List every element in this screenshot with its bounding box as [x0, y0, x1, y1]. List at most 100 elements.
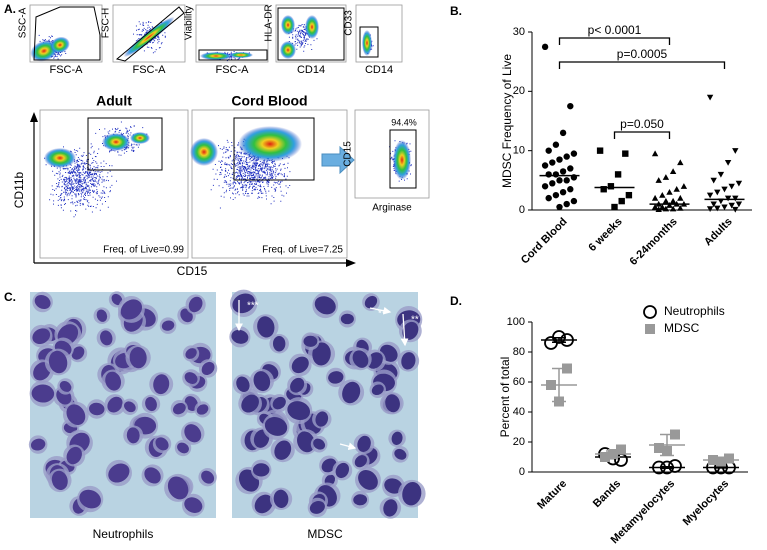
nucleus — [402, 481, 422, 506]
point — [611, 203, 618, 211]
point — [567, 186, 574, 193]
nucleus — [231, 329, 249, 344]
point — [669, 197, 677, 204]
nucleus — [354, 455, 367, 468]
nucleus — [358, 470, 378, 490]
freq-note: Freq. of Live=7.25 — [262, 245, 343, 256]
nucleus — [364, 295, 378, 309]
nucleus — [161, 320, 175, 331]
x-tick-label: Cord Blood — [519, 216, 570, 267]
nucleus — [129, 346, 147, 369]
x-tick-label: Myelocytes — [681, 478, 731, 528]
point — [706, 192, 714, 199]
nucleus — [66, 446, 82, 465]
point — [562, 363, 572, 374]
nucleus — [335, 462, 350, 479]
point — [728, 183, 735, 190]
nucleus — [184, 424, 202, 443]
axis-arrow — [30, 112, 38, 122]
point — [559, 189, 567, 196]
y-tick-label: 30 — [513, 26, 525, 38]
point — [710, 201, 717, 208]
nucleus — [124, 401, 136, 413]
nucleus — [385, 394, 400, 413]
nucleus — [108, 463, 130, 483]
point — [732, 195, 739, 202]
nucleus — [232, 293, 255, 314]
y-axis-label: Percent of total — [498, 357, 512, 438]
point — [552, 141, 560, 148]
y-tick-label: 0 — [519, 204, 525, 216]
nucleus — [96, 309, 108, 322]
point — [677, 194, 684, 201]
point — [541, 183, 549, 190]
density — [44, 148, 76, 168]
nucleus — [100, 330, 113, 346]
point — [654, 443, 664, 453]
point — [655, 206, 662, 212]
nucleus — [312, 342, 331, 366]
gate — [33, 6, 101, 61]
point — [662, 174, 670, 180]
nucleus — [257, 316, 275, 338]
point — [570, 197, 578, 205]
legend-label: MDSC — [664, 321, 700, 335]
point — [570, 150, 578, 157]
point — [673, 186, 680, 192]
gate — [389, 129, 417, 189]
point — [600, 186, 607, 193]
pointer-arrow — [400, 313, 409, 347]
nucleus — [291, 356, 309, 374]
gate-y-label: HLA-DR — [264, 4, 275, 41]
nucleus — [342, 381, 361, 404]
nucleus — [252, 463, 270, 477]
nucleus — [107, 396, 123, 413]
inset-y-label: CD15 — [343, 141, 354, 167]
y-tick-label: 0 — [519, 466, 525, 478]
point — [563, 200, 570, 208]
x-axis-label: CD15 — [177, 264, 208, 278]
nucleus — [241, 394, 259, 413]
cell-mark: ** — [378, 309, 386, 320]
density — [238, 126, 302, 162]
nucleus — [184, 396, 198, 411]
cell-mark: ** — [411, 315, 419, 326]
point — [721, 204, 728, 211]
pointer-arrow — [369, 306, 392, 315]
point — [666, 189, 673, 195]
density — [130, 132, 150, 144]
gate — [359, 26, 379, 58]
point — [651, 203, 659, 210]
y-tick-label: 20 — [513, 436, 525, 448]
gate — [233, 117, 315, 181]
p-value: p< 0.0001 — [588, 23, 642, 37]
point — [549, 159, 556, 166]
point — [552, 171, 560, 178]
plot-title: Cord Blood — [231, 93, 307, 109]
bracket — [558, 37, 671, 45]
nucleus — [51, 470, 68, 490]
gate — [115, 6, 185, 62]
point — [541, 162, 549, 169]
nucleus — [254, 494, 273, 514]
point — [563, 177, 570, 184]
point — [717, 171, 725, 178]
nucleus — [79, 489, 101, 509]
point — [724, 195, 732, 202]
nucleus — [314, 296, 336, 315]
nucleus — [315, 411, 329, 427]
nucleus — [66, 404, 86, 425]
plot-title: Adult — [96, 93, 132, 109]
point — [714, 205, 721, 212]
nucleus — [272, 396, 286, 410]
nucleus — [167, 476, 189, 500]
p-value: p=0.0005 — [617, 47, 668, 61]
nucleus — [30, 438, 46, 451]
nucleus — [155, 437, 169, 451]
nucleus — [48, 350, 68, 374]
nucleus — [340, 313, 354, 325]
nucleus — [172, 402, 186, 415]
nucleus — [290, 377, 305, 393]
point — [677, 205, 684, 211]
nucleus — [196, 404, 209, 415]
